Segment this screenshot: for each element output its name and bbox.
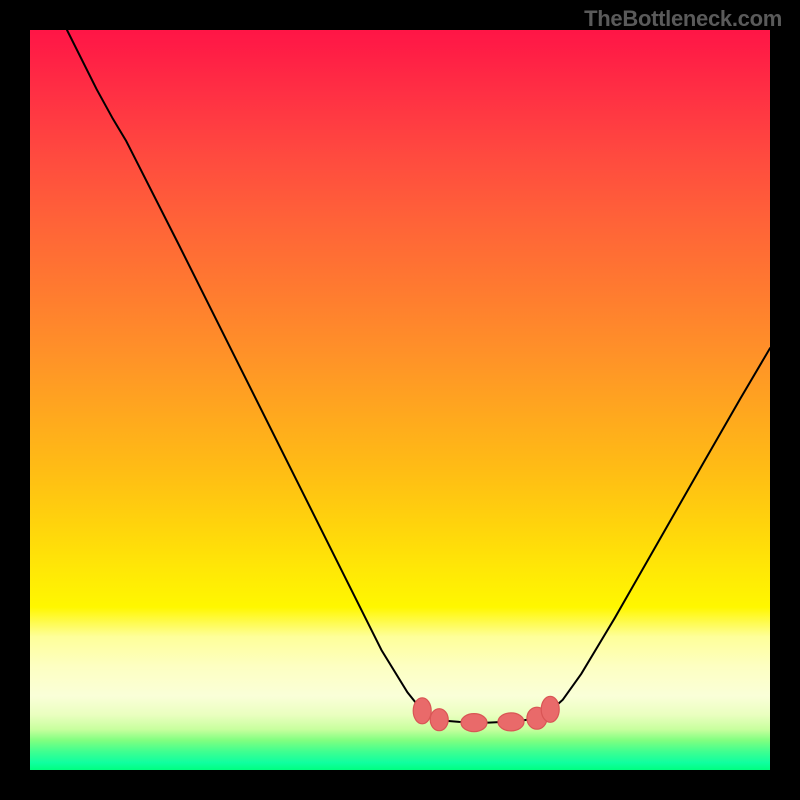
chart-canvas bbox=[30, 30, 770, 770]
watermark-text: TheBottleneck.com bbox=[584, 6, 782, 32]
marker-point bbox=[430, 709, 448, 731]
gradient-background bbox=[30, 30, 770, 770]
marker-point bbox=[461, 714, 487, 732]
marker-point bbox=[541, 696, 559, 722]
marker-point bbox=[498, 713, 524, 731]
plot-area bbox=[30, 30, 770, 770]
marker-point bbox=[413, 698, 431, 724]
